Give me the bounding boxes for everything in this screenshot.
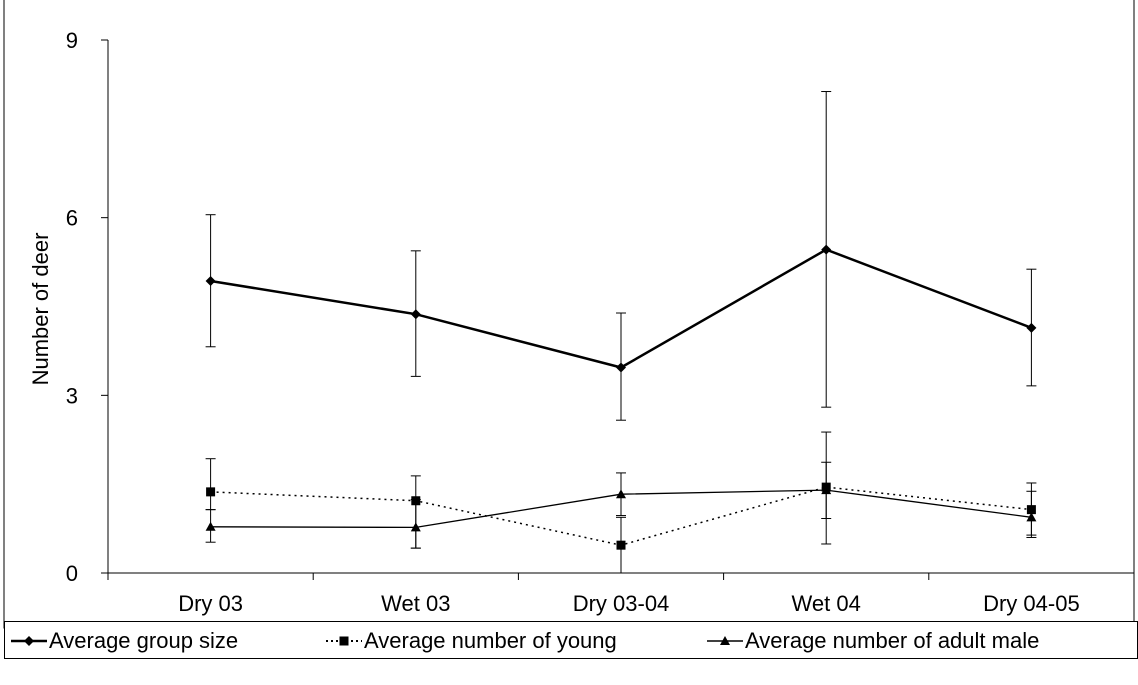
y-tick-label: 6 <box>66 206 78 231</box>
data-point-diamond <box>410 309 421 320</box>
x-tick-label: Dry 03-04 <box>573 591 670 616</box>
x-tick-label: Wet 03 <box>381 591 450 616</box>
data-point-triangle <box>205 521 216 531</box>
triangle-marker-icon <box>707 636 743 645</box>
x-tick-label: Dry 03 <box>178 591 243 616</box>
plot-area: 0 3 6 9 Dry 03 Wet 03 Dry 03-04 Wet 04 Dry 04-05 <box>66 28 1135 616</box>
legend-label: Average number of young <box>364 628 617 653</box>
x-tick-label: Wet 04 <box>792 591 861 616</box>
square-marker-icon <box>326 636 362 646</box>
y-axis-label: Number of deer <box>28 233 53 386</box>
legend-item-young: Average number of young <box>326 628 617 654</box>
y-tick-label: 9 <box>66 28 78 53</box>
legend-item-group-size: Average group size <box>11 628 238 654</box>
data-point-diamond <box>1026 322 1037 333</box>
data-point-triangle <box>1026 512 1037 522</box>
diamond-marker-icon <box>11 636 47 646</box>
data-point-diamond <box>616 362 626 373</box>
data-point-triangle <box>821 485 832 495</box>
x-tick-label: Dry 04-05 <box>983 591 1080 616</box>
legend-label: Average group size <box>49 628 239 653</box>
data-point-triangle <box>616 489 626 499</box>
legend: Average group size Average number of you… <box>4 621 1138 659</box>
data-point-triangle <box>410 522 421 532</box>
legend-item-adult-male: Average number of adult male <box>707 628 1039 654</box>
legend-label: Average number of adult male <box>745 628 1040 653</box>
data-point-square <box>616 540 626 550</box>
y-tick-label: 0 <box>66 561 78 586</box>
data-point-diamond <box>205 276 216 287</box>
data-point-diamond <box>821 244 832 255</box>
data-point-square <box>206 487 216 497</box>
y-tick-label: 3 <box>66 383 78 408</box>
chart-frame-border <box>3 0 1135 629</box>
